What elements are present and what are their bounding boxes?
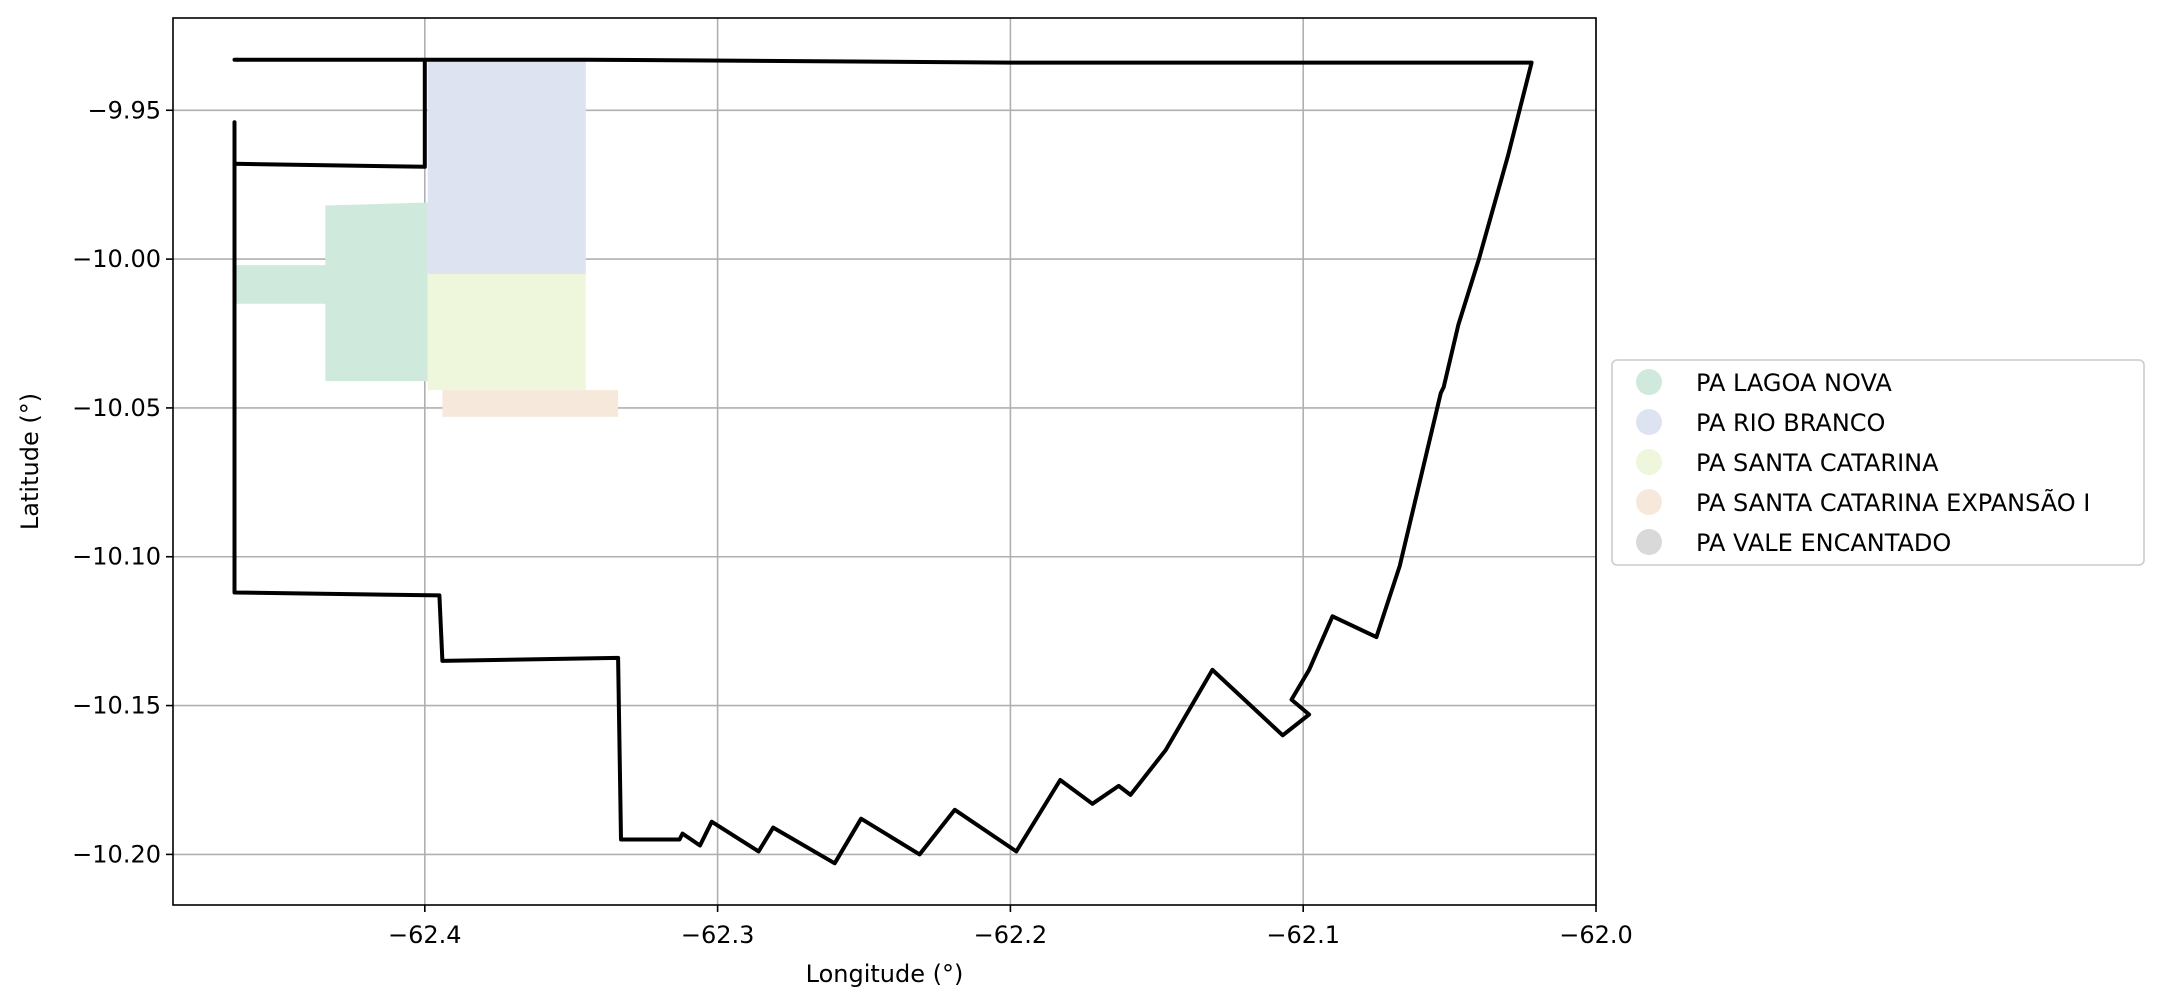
y-tick-label: −9.95 bbox=[87, 96, 161, 124]
legend-marker bbox=[1636, 409, 1662, 435]
x-axis-label: Longitude (°) bbox=[806, 960, 964, 988]
legend-marker bbox=[1636, 369, 1662, 395]
region-pa-santa-catarina bbox=[427, 274, 586, 391]
x-tick-label: −62.4 bbox=[388, 921, 462, 949]
legend-label: PA SANTA CATARINA bbox=[1696, 449, 1939, 477]
legend-marker bbox=[1636, 489, 1662, 515]
y-axis-label: Latitude (°) bbox=[16, 393, 44, 530]
y-tick-label: −10.00 bbox=[72, 245, 161, 273]
region-pa-lagoa-nova bbox=[234, 202, 428, 382]
grid-lines bbox=[173, 18, 1597, 905]
legend-label: PA SANTA CATARINA EXPANSÃO I bbox=[1696, 487, 2090, 517]
x-axis-ticks: −62.4 −62.3 −62.2 −62.1 −62.0 bbox=[388, 905, 1633, 949]
legend-marker bbox=[1636, 449, 1662, 475]
x-tick-label: −62.0 bbox=[1559, 921, 1633, 949]
boundary-layer bbox=[232, 57, 1534, 866]
regions-layer bbox=[234, 59, 619, 417]
region-pa-santa-catarina-expans-o-i bbox=[442, 390, 619, 417]
boundary-vale-encantado bbox=[232, 57, 1534, 866]
y-tick-label: −10.15 bbox=[72, 692, 161, 720]
x-tick-label: −62.1 bbox=[1266, 921, 1340, 949]
legend-label: PA VALE ENCANTADO bbox=[1696, 529, 1951, 557]
y-axis-ticks: −9.95 −10.00 −10.05 −10.10 −10.15 −10.20 bbox=[72, 96, 173, 868]
legend-label: PA LAGOA NOVA bbox=[1696, 369, 1892, 397]
legend: PA LAGOA NOVA PA RIO BRANCO PA SANTA CATAR… bbox=[1611, 359, 2145, 566]
x-tick-label: −62.2 bbox=[974, 921, 1048, 949]
region-pa-rio-branco bbox=[427, 59, 586, 275]
legend-label: PA RIO BRANCO bbox=[1696, 409, 1885, 437]
y-tick-label: −10.10 bbox=[72, 543, 161, 571]
y-tick-label: −10.05 bbox=[72, 394, 161, 422]
x-tick-label: −62.3 bbox=[681, 921, 755, 949]
legend-marker bbox=[1636, 529, 1662, 555]
legend-box bbox=[1611, 359, 2145, 566]
y-tick-label: −10.20 bbox=[72, 840, 161, 868]
plot-frame bbox=[172, 17, 1597, 906]
